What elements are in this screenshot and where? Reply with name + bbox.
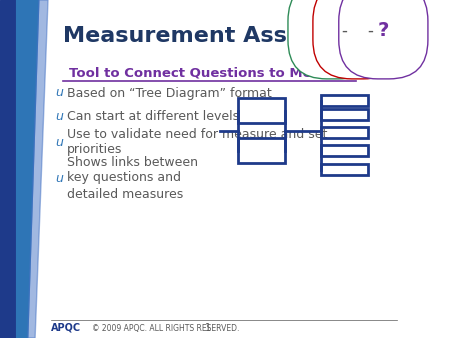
Bar (238, 138, 284, 163)
Text: -: - (368, 22, 374, 40)
Bar (0, 0, 17, 338)
Text: 1: 1 (205, 323, 211, 333)
Text: APQC: APQC (51, 323, 81, 333)
Text: ?: ? (378, 21, 389, 40)
Bar (321, 145, 368, 156)
Polygon shape (17, 0, 39, 338)
Text: -: - (342, 22, 347, 40)
Bar (321, 164, 368, 175)
Bar (321, 127, 368, 138)
Bar (321, 95, 368, 106)
Bar (238, 98, 284, 123)
Text: Can start at different levels: Can start at different levels (67, 110, 238, 122)
Text: ?: ? (327, 21, 338, 40)
Text: Shows links between
key questions and
detailed measures: Shows links between key questions and de… (67, 155, 198, 200)
Text: Use to validate need for measure and set
priorities: Use to validate need for measure and set… (67, 127, 327, 156)
Text: u: u (55, 110, 63, 122)
Text: ?: ? (352, 21, 363, 40)
Text: u: u (55, 87, 63, 99)
Text: u: u (55, 171, 63, 185)
Text: Tool to Connect Questions to Measures: Tool to Connect Questions to Measures (69, 67, 362, 79)
Text: © 2009 APQC. ALL RIGHTS RESERVED.: © 2009 APQC. ALL RIGHTS RESERVED. (92, 323, 240, 333)
Text: Based on “Tree Diagram” format: Based on “Tree Diagram” format (67, 87, 271, 99)
Bar (321, 109, 368, 120)
Text: Measurement Assessment: Measurement Assessment (63, 26, 393, 46)
Text: u: u (55, 136, 63, 148)
Polygon shape (28, 0, 48, 338)
